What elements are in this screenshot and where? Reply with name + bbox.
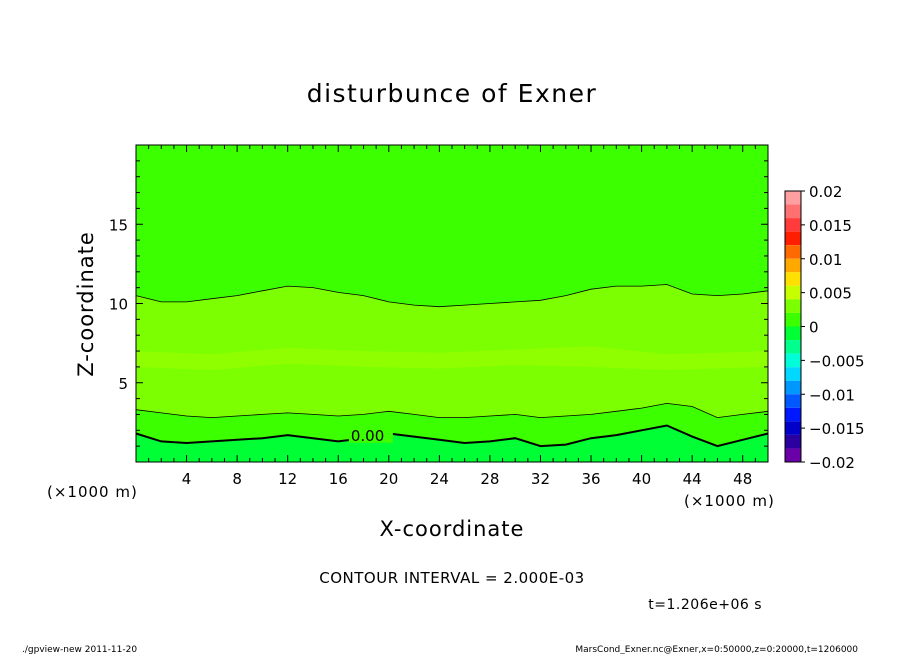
field-patch-0 bbox=[136, 346, 768, 371]
y-unit-label: (×1000 m) bbox=[47, 483, 138, 501]
contour-line-upper bbox=[135, 284, 769, 308]
contour-interval-text: CONTOUR INTERVAL = 2.000E-03 bbox=[319, 569, 584, 587]
footer-right: MarsCond_Exner.nc@Exner,x=0:50000,z=0:20… bbox=[575, 645, 858, 654]
y-tick-label: 15 bbox=[109, 216, 128, 234]
colorbar-tick-label: 0.015 bbox=[809, 217, 852, 235]
colorbar-tick-label: 0 bbox=[809, 319, 819, 337]
colorbar-tick-label: −0.02 bbox=[809, 454, 855, 472]
x-tick-label: 4 bbox=[182, 470, 192, 488]
colorbar-band bbox=[785, 448, 801, 462]
field-region-middle bbox=[136, 284, 768, 418]
y-tick-label: 10 bbox=[109, 296, 128, 314]
colorbar-tick-label: −0.005 bbox=[809, 352, 865, 370]
x-tick-label: 8 bbox=[232, 470, 242, 488]
colorbar-band bbox=[785, 218, 801, 232]
x-tick-label: 24 bbox=[430, 470, 449, 488]
y-tick-label: 5 bbox=[118, 375, 128, 393]
colorbar-band bbox=[785, 191, 801, 205]
colorbar-band bbox=[785, 353, 801, 368]
colorbar-band bbox=[785, 272, 801, 286]
colorbar-band bbox=[785, 245, 801, 259]
footer-left: ./gpview-new 2011-11-20 bbox=[22, 645, 137, 654]
colorbar-ticks: 0.02 0.015 0.01 0.005 0 −0.005 −0.01 −0.015 −0.0… bbox=[801, 183, 865, 472]
x-tick-label: 20 bbox=[379, 470, 398, 488]
x-tick-label: 16 bbox=[329, 470, 348, 488]
x-axis-label: X-coordinate bbox=[380, 517, 525, 541]
colorbar-band bbox=[785, 258, 801, 273]
colorbar-band bbox=[785, 285, 801, 300]
colorbar-band bbox=[785, 326, 801, 341]
contour-line-middle bbox=[135, 402, 769, 419]
colorbar-band bbox=[785, 312, 801, 327]
x-tick-label: 36 bbox=[581, 470, 600, 488]
x-tick-label: 28 bbox=[480, 470, 499, 488]
x-tick-label: 44 bbox=[683, 470, 702, 488]
colorbar-band bbox=[785, 434, 801, 449]
time-text: t=1.206e+06 s bbox=[648, 597, 762, 613]
colorbar-tick-label: 0.02 bbox=[809, 183, 842, 201]
colorbar: 0.02 0.015 0.01 0.005 0 −0.005 −0.01 −0.015 −0.0… bbox=[784, 183, 865, 472]
colorbar-band bbox=[785, 231, 801, 246]
colorbar-band bbox=[785, 421, 801, 435]
colorbar-tick-label: 0.005 bbox=[809, 285, 852, 303]
contour-label-bg bbox=[348, 428, 393, 443]
field-region-bottom bbox=[136, 425, 768, 462]
x-axis-ticks: 4 8 12 16 20 24 28 32 36 40 44 48 bbox=[135, 145, 769, 488]
colorbar-band bbox=[785, 407, 801, 422]
colorbar-band bbox=[785, 380, 801, 395]
chart-title: disturbunce of Exner bbox=[307, 79, 598, 108]
colorbar-band bbox=[785, 367, 801, 381]
x-unit-label: (×1000 m) bbox=[684, 492, 775, 510]
colorbar-band bbox=[785, 340, 801, 354]
colorbar-tick-label: −0.01 bbox=[809, 386, 855, 404]
heatmap-field bbox=[136, 145, 768, 462]
contour-lines: 0.00 bbox=[135, 284, 769, 448]
field-region-upper bbox=[136, 145, 768, 307]
colorbar-band bbox=[785, 299, 801, 313]
x-tick-label: 40 bbox=[632, 470, 651, 488]
colorbar-tick-label: 0.01 bbox=[809, 251, 842, 269]
x-tick-label: 32 bbox=[531, 470, 550, 488]
colorbar-band bbox=[785, 204, 801, 219]
y-axis-label: Z-coordinate bbox=[74, 231, 98, 377]
colorbar-band bbox=[785, 394, 801, 408]
y-axis-ticks: 5 10 15 bbox=[109, 144, 768, 463]
contour-line-0-00 bbox=[135, 424, 769, 448]
colorbar-tick-label: −0.015 bbox=[809, 420, 865, 438]
x-tick-label: 12 bbox=[278, 470, 297, 488]
colorbar-bands bbox=[785, 191, 801, 462]
x-tick-label: 48 bbox=[733, 470, 752, 488]
contour-label: 0.00 bbox=[351, 427, 384, 445]
